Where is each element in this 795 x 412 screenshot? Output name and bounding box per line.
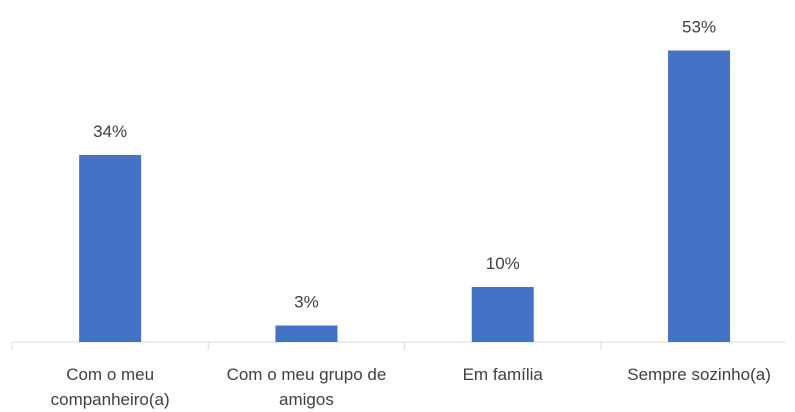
data-label: 10%: [486, 254, 520, 273]
bar: [79, 155, 142, 342]
data-label: 53%: [682, 18, 716, 37]
x-tick-label: Com o meu companheiro(a): [50, 365, 170, 409]
data-label: 34%: [93, 122, 127, 141]
x-tick-label: Com o meu grupo de amigos: [226, 365, 387, 409]
x-tick-label: Em família: [462, 365, 543, 384]
x-tick-label: Sempre sozinho(a): [627, 365, 771, 384]
bar: [275, 325, 338, 342]
data-label: 3%: [294, 293, 319, 312]
bar: [668, 50, 731, 342]
bar: [471, 287, 534, 342]
